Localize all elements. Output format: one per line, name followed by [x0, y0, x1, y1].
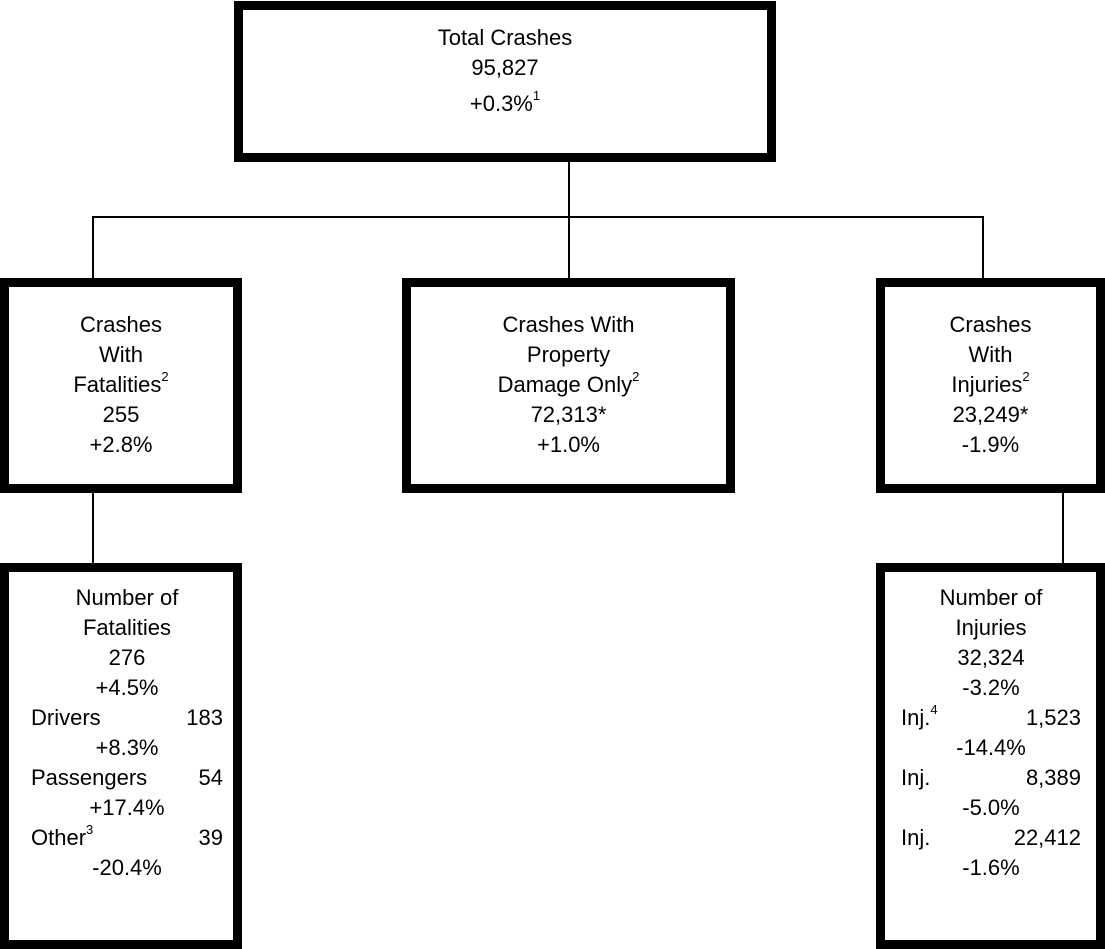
- fatalities-change: +4.5%: [95, 675, 159, 700]
- total-crashes-box: Total Crashes 95,827 +0.3%1: [234, 1, 776, 162]
- fatalities-row-drivers: Drivers 183: [31, 703, 223, 733]
- injuries-count: 32,324: [957, 645, 1025, 670]
- footnote-marker: 2: [632, 368, 640, 384]
- row-change: +17.4%: [89, 795, 165, 820]
- footnote-marker: 4: [930, 701, 938, 717]
- injuries-line2: Injuries: [955, 615, 1027, 640]
- fatal-count: 255: [102, 402, 140, 427]
- row-change: -14.4%: [956, 735, 1026, 760]
- injury-line3: Injuries: [951, 372, 1023, 397]
- injuries-row-3: Inj. 22,412: [901, 823, 1081, 853]
- footnote-marker: 2: [161, 368, 169, 384]
- row-value: 22,412: [1013, 825, 1081, 850]
- property-line2: Property: [526, 342, 611, 367]
- fatalities-row-passengers: Passengers 54: [31, 763, 223, 793]
- injury-line2: With: [968, 342, 1013, 367]
- connector-to-fatal: [92, 216, 94, 278]
- fatal-line2: With: [99, 342, 143, 367]
- fatal-crashes-box: Crashes With Fatalities2 255 +2.8%: [0, 278, 242, 493]
- footnote-marker: 1: [532, 87, 541, 103]
- injury-crashes-box: Crashes With Injuries2 23,249* -1.9%: [876, 278, 1105, 493]
- property-line1: Crashes With: [502, 312, 635, 337]
- property-count: 72,313*: [530, 402, 607, 427]
- connector-fatal-to-fatalities: [92, 493, 94, 563]
- fatalities-count: 276: [108, 645, 146, 670]
- property-line3: Damage Only: [497, 372, 633, 397]
- total-title: Total Crashes: [437, 25, 573, 50]
- row-label: Passengers: [31, 765, 148, 790]
- row-label: Drivers: [31, 705, 101, 730]
- injuries-row-2: Inj. 8,389: [901, 763, 1081, 793]
- row-change: -20.4%: [92, 855, 162, 880]
- connector-to-property: [568, 216, 570, 278]
- injuries-line1: Number of: [939, 585, 1043, 610]
- fatal-line1: Crashes: [80, 312, 162, 337]
- injury-line1: Crashes: [949, 312, 1032, 337]
- row-value: 183: [186, 705, 223, 730]
- row-label: Inj.: [901, 825, 931, 850]
- injuries-change: -3.2%: [962, 675, 1020, 700]
- total-count: 95,827: [471, 55, 539, 80]
- row-label: Inj.: [901, 765, 931, 790]
- fatal-line3: Fatalities: [73, 372, 162, 397]
- connector-total-down: [568, 162, 570, 217]
- injuries-row-1: Inj.4 1,523: [901, 703, 1081, 733]
- total-change: +0.3%: [469, 91, 533, 116]
- row-value: 1,523: [1025, 705, 1081, 730]
- fatal-change: +2.8%: [89, 432, 153, 457]
- footnote-marker: 3: [86, 821, 94, 837]
- fatalities-row-other: Other3 39: [31, 823, 223, 853]
- row-value: 8,389: [1025, 765, 1081, 790]
- row-value: 54: [198, 765, 223, 790]
- connector-injury-to-injuries: [1062, 493, 1064, 563]
- connector-horizontal: [92, 216, 984, 218]
- injuries-box: Number of Injuries 32,324 -3.2% Inj.4 1,…: [876, 563, 1105, 949]
- fatalities-box: Number of Fatalities 276 +4.5% Drivers 1…: [0, 563, 242, 949]
- row-label: Other: [31, 825, 87, 850]
- row-value: 39: [198, 825, 223, 850]
- row-change: -1.6%: [962, 855, 1020, 880]
- connector-to-injury: [982, 216, 984, 278]
- footnote-marker: 2: [1022, 368, 1030, 384]
- fatalities-line2: Fatalities: [82, 615, 172, 640]
- injury-count: 23,249*: [952, 402, 1029, 427]
- row-label: Inj.: [901, 705, 931, 730]
- property-crashes-box: Crashes With Property Damage Only2 72,31…: [402, 278, 735, 493]
- fatalities-line1: Number of: [75, 585, 179, 610]
- property-change: +1.0%: [537, 432, 600, 457]
- row-change: -5.0%: [962, 795, 1020, 820]
- row-change: +8.3%: [95, 735, 159, 760]
- injury-change: -1.9%: [961, 432, 1020, 457]
